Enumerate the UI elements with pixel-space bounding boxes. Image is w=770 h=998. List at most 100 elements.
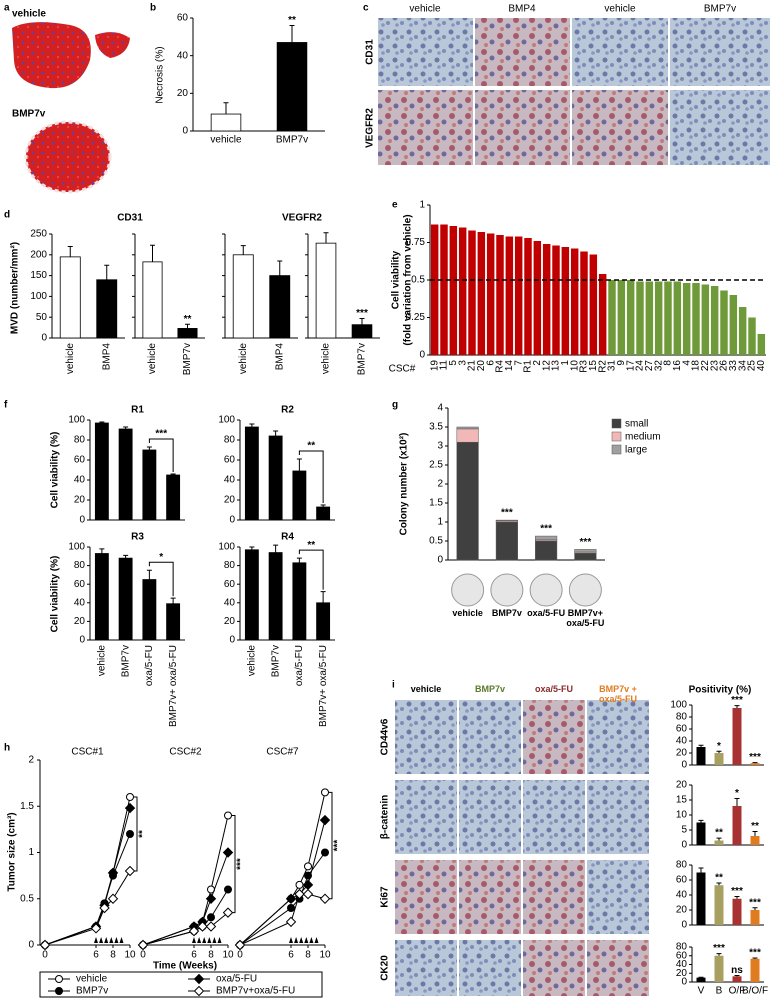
- bar: [496, 235, 504, 355]
- significance: ***: [155, 429, 167, 440]
- x-tick-label: 8: [663, 360, 674, 366]
- chart-title: R1: [131, 405, 144, 416]
- x-tick-label: 10: [319, 950, 331, 961]
- significance: **: [715, 828, 723, 839]
- y-axis-label: Cell viability: [391, 250, 402, 309]
- x-tick-label: 8: [208, 950, 214, 961]
- x-tick-label: BMP7v: [182, 343, 193, 375]
- x-tick-label: V: [698, 986, 705, 997]
- error-bar: [716, 837, 722, 841]
- significance-bracket: [298, 549, 324, 590]
- bar: [750, 910, 760, 925]
- legend-label: small: [625, 419, 648, 430]
- significance: **: [751, 821, 759, 832]
- x-tick-label: 0: [237, 950, 243, 961]
- panel-label: h: [4, 743, 10, 754]
- error-bar: [170, 597, 176, 604]
- chart-title: R4: [281, 532, 294, 543]
- chart-title: Positivity (%): [689, 685, 752, 696]
- treatment-arrow: [304, 937, 309, 943]
- bar: [59, 256, 81, 339]
- legend-label: vehicle: [76, 974, 108, 985]
- y-axis-label: MVD (number/mm²): [10, 242, 21, 334]
- y-tick-label: 20: [676, 748, 688, 759]
- treatment-arrow: [197, 937, 202, 943]
- bar: [269, 275, 291, 339]
- marker: [224, 811, 232, 820]
- error-bar: [323, 232, 329, 244]
- error-bar: [752, 831, 758, 836]
- bar: [268, 552, 283, 641]
- marker: [99, 902, 110, 914]
- error-bar: [716, 882, 722, 886]
- y-tick-label: 0: [79, 635, 85, 646]
- x-tick-label: 22: [700, 360, 711, 372]
- y-axis-label: Cell viability (%): [50, 556, 61, 633]
- bar: [449, 226, 458, 355]
- y-tick-label: 100: [68, 542, 85, 553]
- y-tick-label: 20: [676, 968, 688, 979]
- bar: [232, 254, 254, 339]
- bar: [701, 284, 710, 355]
- x-tick-label: 4: [681, 360, 692, 366]
- bar: [738, 307, 747, 355]
- x-tick-label: B/O/F: [742, 986, 768, 997]
- bar: [244, 549, 259, 641]
- x-tick-label: R4: [495, 360, 506, 373]
- y-tick-label: 100: [30, 291, 47, 302]
- error-bar: [146, 569, 152, 580]
- bar: [673, 281, 682, 355]
- chart-title: CSC#2: [169, 747, 202, 758]
- x-tick-label: vehicle: [210, 135, 242, 146]
- y-tick-label: 40: [224, 597, 236, 608]
- y-tick-label: 0: [79, 515, 85, 526]
- treatment-arrow: [299, 937, 304, 943]
- bar: [732, 708, 742, 765]
- marker: [90, 923, 102, 934]
- error-bar: [273, 544, 279, 553]
- significance: ***: [501, 508, 513, 519]
- chart-title: VEGFR2: [282, 213, 322, 224]
- x-tick-label: 18: [691, 360, 702, 372]
- y-tick-label: 50: [36, 312, 48, 323]
- bar: [142, 261, 163, 339]
- bar: [636, 281, 644, 355]
- tissue-image: [95, 32, 130, 58]
- bar: [533, 241, 542, 355]
- bar: [440, 224, 448, 355]
- bar: [757, 334, 766, 355]
- treatment-arrow: [94, 937, 98, 943]
- y-tick-label: 150: [30, 270, 47, 281]
- bar-segment: [495, 521, 518, 561]
- legend-label: BMP7v: [76, 986, 108, 997]
- x-tick-label: R1: [523, 360, 534, 373]
- x-tick-label: 9: [616, 360, 627, 366]
- x-axis-label: CSC#: [389, 364, 416, 375]
- y-tick-label: 100: [68, 415, 85, 426]
- y-tick-label: 0: [229, 515, 235, 526]
- y-tick-label: 80: [676, 860, 688, 871]
- panel-label: c: [363, 3, 369, 14]
- significance: ***: [333, 840, 344, 852]
- panel-label: i: [392, 680, 395, 691]
- y-axis-label: Cell viability (%): [50, 432, 61, 509]
- x-tick-label: O/F: [729, 986, 746, 997]
- y-tick-label: 100: [670, 700, 687, 711]
- significance: **: [715, 873, 723, 884]
- y-tick-label: 60: [74, 455, 86, 466]
- y-tick-label: 40: [74, 475, 86, 486]
- column-label: BMP4: [508, 4, 536, 15]
- error-bar: [698, 819, 704, 823]
- bar: [468, 230, 476, 355]
- y-tick-label: 0: [681, 760, 687, 771]
- x-tick-label: vehicle: [238, 343, 249, 375]
- y-tick-label: 1.5: [20, 801, 34, 812]
- significance-bracket: [148, 438, 174, 472]
- x-tick-label: 32: [653, 360, 664, 372]
- x-tick-label: 10: [569, 360, 580, 372]
- x-tick-label: BMP7v: [276, 135, 308, 146]
- y-tick-label: 80: [676, 942, 688, 953]
- treatment-arrow: [289, 937, 293, 943]
- treatment-arrow: [119, 937, 124, 943]
- marker: [107, 893, 119, 904]
